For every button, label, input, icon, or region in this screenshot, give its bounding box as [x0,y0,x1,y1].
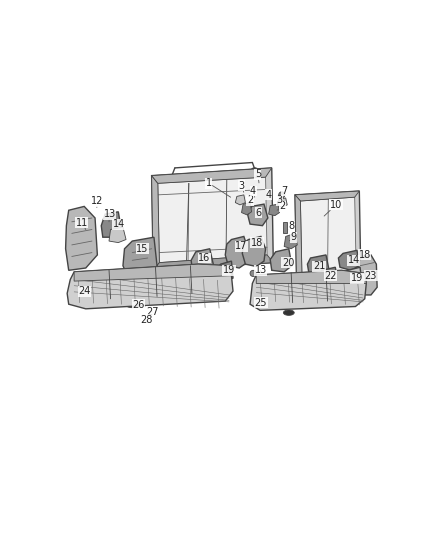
Polygon shape [284,233,297,249]
Polygon shape [357,255,377,295]
Text: 19: 19 [223,265,235,276]
Circle shape [250,247,258,255]
Text: 1: 1 [206,179,231,197]
Polygon shape [235,195,245,205]
Bar [283,222,287,233]
Text: 5: 5 [255,169,261,183]
Text: 16: 16 [198,253,210,263]
Circle shape [251,168,258,175]
Polygon shape [66,206,97,270]
Circle shape [228,244,246,262]
Circle shape [246,244,261,259]
Polygon shape [109,227,126,243]
Text: 24: 24 [78,286,90,296]
Polygon shape [256,270,366,284]
Text: 4: 4 [250,186,256,197]
Polygon shape [242,237,265,266]
Text: 19: 19 [351,273,363,283]
Polygon shape [152,168,273,270]
Text: 28: 28 [140,314,152,325]
Circle shape [252,209,263,220]
Polygon shape [250,270,366,310]
Polygon shape [268,204,279,216]
Text: 11: 11 [76,217,88,230]
Text: 4: 4 [265,190,272,200]
Polygon shape [300,197,356,276]
Polygon shape [307,255,329,276]
Polygon shape [216,261,233,282]
Text: 18: 18 [359,250,371,260]
Polygon shape [277,198,287,207]
Text: 17: 17 [235,241,248,252]
Text: 13: 13 [103,209,116,222]
Ellipse shape [283,310,294,316]
Text: 3: 3 [276,195,283,205]
Text: 2: 2 [247,195,253,206]
Polygon shape [152,168,272,183]
Text: 2: 2 [277,201,286,212]
Polygon shape [74,264,231,281]
Polygon shape [152,175,159,270]
Text: 18: 18 [251,238,263,248]
Circle shape [279,192,285,198]
Polygon shape [225,237,248,268]
Text: 8: 8 [288,221,295,231]
Text: 12: 12 [91,196,103,207]
Text: 6: 6 [255,207,261,217]
Text: 26: 26 [132,300,145,310]
Text: 27: 27 [146,307,159,317]
Polygon shape [295,191,361,282]
Ellipse shape [125,301,139,308]
Text: 13: 13 [255,265,267,276]
Polygon shape [191,249,214,273]
Polygon shape [123,237,157,278]
Polygon shape [158,177,267,263]
Polygon shape [317,267,338,285]
Circle shape [232,248,241,257]
Text: 20: 20 [282,257,294,268]
Text: 23: 23 [365,271,377,281]
Text: 9: 9 [290,232,297,242]
Text: 21: 21 [313,262,325,271]
Text: 14: 14 [113,219,125,229]
Text: 22: 22 [325,271,337,281]
Text: 25: 25 [255,297,267,308]
Bar [264,192,270,199]
Polygon shape [270,249,292,272]
Text: 14: 14 [348,255,360,265]
Polygon shape [339,251,359,270]
Text: 15: 15 [136,244,148,254]
Polygon shape [295,191,359,201]
Polygon shape [295,195,302,282]
Polygon shape [342,267,362,285]
Bar [245,193,251,201]
Text: 7: 7 [281,186,287,198]
Polygon shape [67,264,233,309]
Circle shape [250,270,256,277]
Polygon shape [101,212,121,237]
Polygon shape [248,204,268,225]
Text: 3: 3 [238,181,244,192]
Polygon shape [297,272,361,282]
Polygon shape [241,203,251,215]
Text: 10: 10 [324,200,342,216]
Polygon shape [153,255,273,270]
